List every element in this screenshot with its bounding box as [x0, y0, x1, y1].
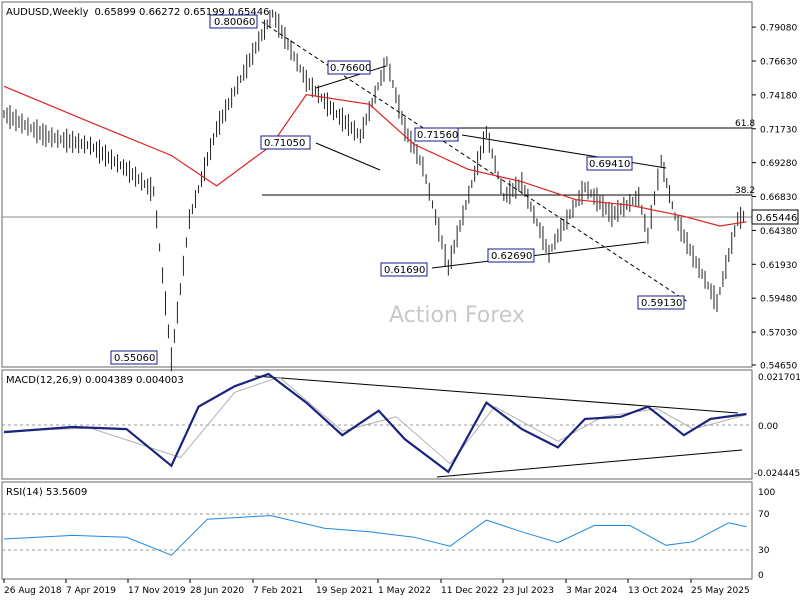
trendline-wedge-top	[315, 65, 387, 89]
trendline-triangle-bottom	[431, 241, 647, 269]
rsi-tick-70: 70	[758, 510, 770, 520]
macd-line	[3, 372, 747, 474]
x-tick-label: 26 Aug 2018	[4, 586, 62, 596]
price-tick-label: 0.61930	[760, 261, 797, 271]
price-tick-label: 0.71730	[760, 125, 797, 135]
callout-0-71050: 0.71050	[260, 135, 311, 150]
callout-0-55060: 0.55060	[110, 350, 158, 365]
macd-y-axis: 0.021701 0.00 -0.024445	[754, 373, 800, 479]
price-y-axis: 0.79080 0.76630 0.74180 0.71730 0.69280 0.668…	[752, 24, 797, 372]
x-tick-label: 7 Feb 2021	[253, 586, 303, 596]
price-panel-frame	[1, 1, 753, 368]
rsi-y-axis: 100 70 30 0	[758, 488, 775, 581]
callout-0-59130: 0.59130	[637, 295, 685, 310]
svg-text:0.76600: 0.76600	[330, 63, 371, 74]
svg-text:0.80060: 0.80060	[214, 17, 255, 28]
price-tick-label: 0.76630	[760, 57, 797, 67]
macd-trendline-top	[254, 375, 739, 414]
x-tick-label: 25 May 2025	[691, 586, 750, 596]
rsi-tick-0: 0	[758, 571, 764, 581]
price-series-group	[3, 9, 747, 372]
watermark: Action Forex	[389, 303, 525, 328]
rsi-line	[3, 515, 747, 556]
callout-0-69410: 0.69410	[586, 156, 633, 171]
price-tick-label: 0.54650	[760, 362, 797, 372]
moving-average-line	[3, 85, 747, 227]
svg-text:0.62690: 0.62690	[491, 251, 532, 262]
svg-text:0.65446: 0.65446	[756, 213, 797, 224]
macd-tick-top: 0.021701	[758, 373, 800, 383]
x-tick-label: 19 Sep 2021	[316, 586, 373, 596]
callout-0-80060: 0.80060	[209, 14, 258, 29]
fib-label-38-2: 38.2	[735, 186, 755, 196]
price-tick-label: 0.59480	[760, 295, 797, 305]
macd-signal-line	[3, 376, 747, 465]
price-tick-label: 0.79080	[760, 24, 797, 34]
x-tick-label: 7 Apr 2019	[66, 586, 116, 596]
price-callouts: 0.80060 0.76600 0.71050 0.71560 0.69410 …	[110, 14, 685, 365]
x-tick-label: 13 Oct 2024	[628, 586, 684, 596]
price-tick-label: 0.64380	[760, 227, 797, 237]
macd-panel-title: MACD(12,26,9) 0.004389 0.004003	[6, 375, 184, 386]
svg-text:0.61690: 0.61690	[384, 265, 425, 276]
svg-text:0.71560: 0.71560	[417, 130, 458, 141]
x-tick-label: 3 Mar 2024	[566, 586, 618, 596]
svg-text:0.59130: 0.59130	[641, 298, 682, 309]
callout-0-76600: 0.76600	[327, 60, 371, 75]
rsi-panel-frame	[1, 481, 753, 580]
fib-label-61-8: 61.8	[735, 119, 755, 129]
price-panel-title: AUDUSD,Weekly 0.65899 0.66272 0.65199 0.6…	[6, 7, 269, 18]
x-tick-label: 23 Jul 2023	[503, 586, 554, 596]
trendline-wedge-bottom	[315, 142, 381, 171]
svg-text:0.71050: 0.71050	[264, 138, 305, 149]
price-tick-label: 0.57030	[760, 329, 797, 339]
x-axis: 26 Aug 2018 7 Apr 2019 17 Nov 2019 28 Jun 2…	[3, 579, 750, 596]
rsi-series-group	[3, 515, 747, 556]
x-tick-label: 28 Jun 2020	[190, 586, 244, 596]
price-tick-label: 0.66830	[760, 193, 797, 203]
rsi-tick-30: 30	[758, 546, 770, 556]
price-tick-label: 0.69280	[760, 159, 797, 169]
rsi-tick-100: 100	[758, 488, 775, 498]
x-tick-label: 1 May 2022	[378, 586, 431, 596]
macd-tick-bottom: -0.024445	[754, 469, 800, 479]
macd-series-group	[3, 372, 747, 474]
current-price-tag: 0.65446	[751, 209, 799, 225]
macd-trendline-bottom	[436, 449, 743, 478]
callout-0-62690: 0.62690	[487, 248, 535, 263]
svg-text:0.69410: 0.69410	[589, 159, 630, 170]
callout-0-71560: 0.71560	[414, 127, 459, 142]
x-tick-label: 11 Dec 2022	[441, 586, 499, 596]
macd-tick-zero: 0.00	[758, 422, 778, 432]
x-tick-label: 17 Nov 2019	[128, 586, 186, 596]
price-tick-label: 0.74180	[760, 91, 797, 101]
svg-text:0.55060: 0.55060	[114, 353, 155, 364]
callout-0-61690: 0.61690	[380, 262, 428, 277]
rsi-panel-title: RSI(14) 53.5609	[6, 487, 87, 498]
